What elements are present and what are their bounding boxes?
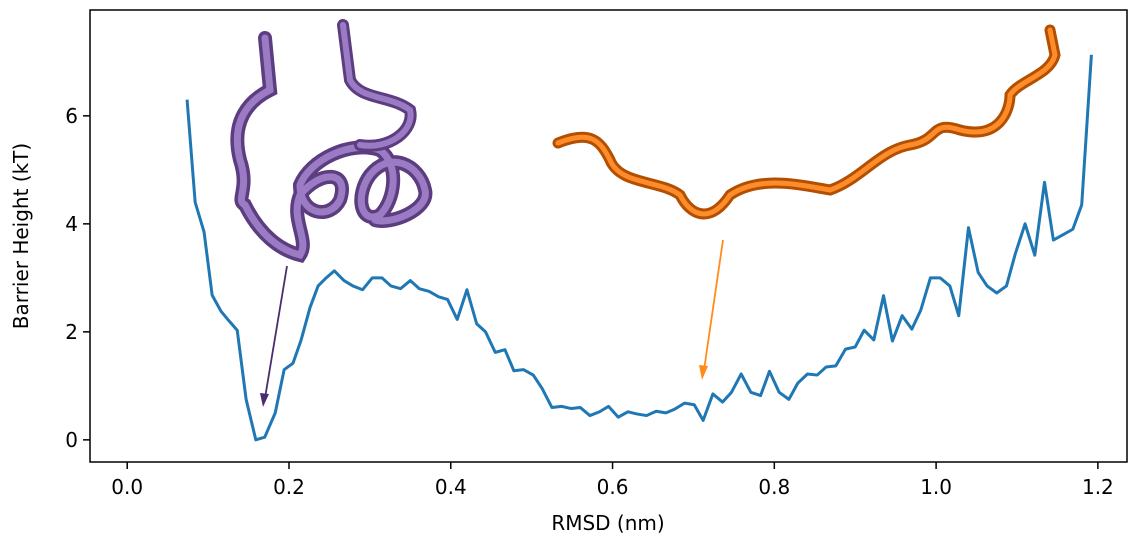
x-tick-label: 0.4 — [435, 475, 467, 499]
y-tick-label: 2 — [65, 320, 78, 344]
x-tick-label: 1.0 — [920, 475, 952, 499]
purple-protein — [230, 19, 433, 263]
ribbon-highlight — [340, 22, 414, 149]
x-tick-label: 0.0 — [111, 475, 143, 499]
x-tick-label: 0.6 — [597, 475, 629, 499]
arrow — [264, 265, 288, 399]
data-line — [185, 54, 1093, 442]
arrows — [260, 239, 724, 407]
arrow-head — [260, 393, 269, 407]
y-tick-label: 4 — [65, 212, 78, 236]
orange-protein — [552, 24, 1061, 220]
arrow — [703, 239, 724, 371]
x-axis-label: RMSD (nm) — [551, 511, 664, 535]
arrow-head — [699, 365, 708, 380]
ribbon-highlight — [555, 27, 1058, 217]
y-tick-label: 6 — [65, 104, 78, 128]
y-tick-label: 0 — [65, 428, 78, 452]
x-tick-label: 1.2 — [1082, 475, 1114, 499]
x-tick-label: 0.2 — [273, 475, 305, 499]
ribbon-highlight — [233, 34, 429, 259]
y-axis-label: Barrier Height (kT) — [9, 143, 33, 329]
x-tick-label: 0.8 — [758, 475, 790, 499]
plot-frame — [89, 9, 1128, 463]
